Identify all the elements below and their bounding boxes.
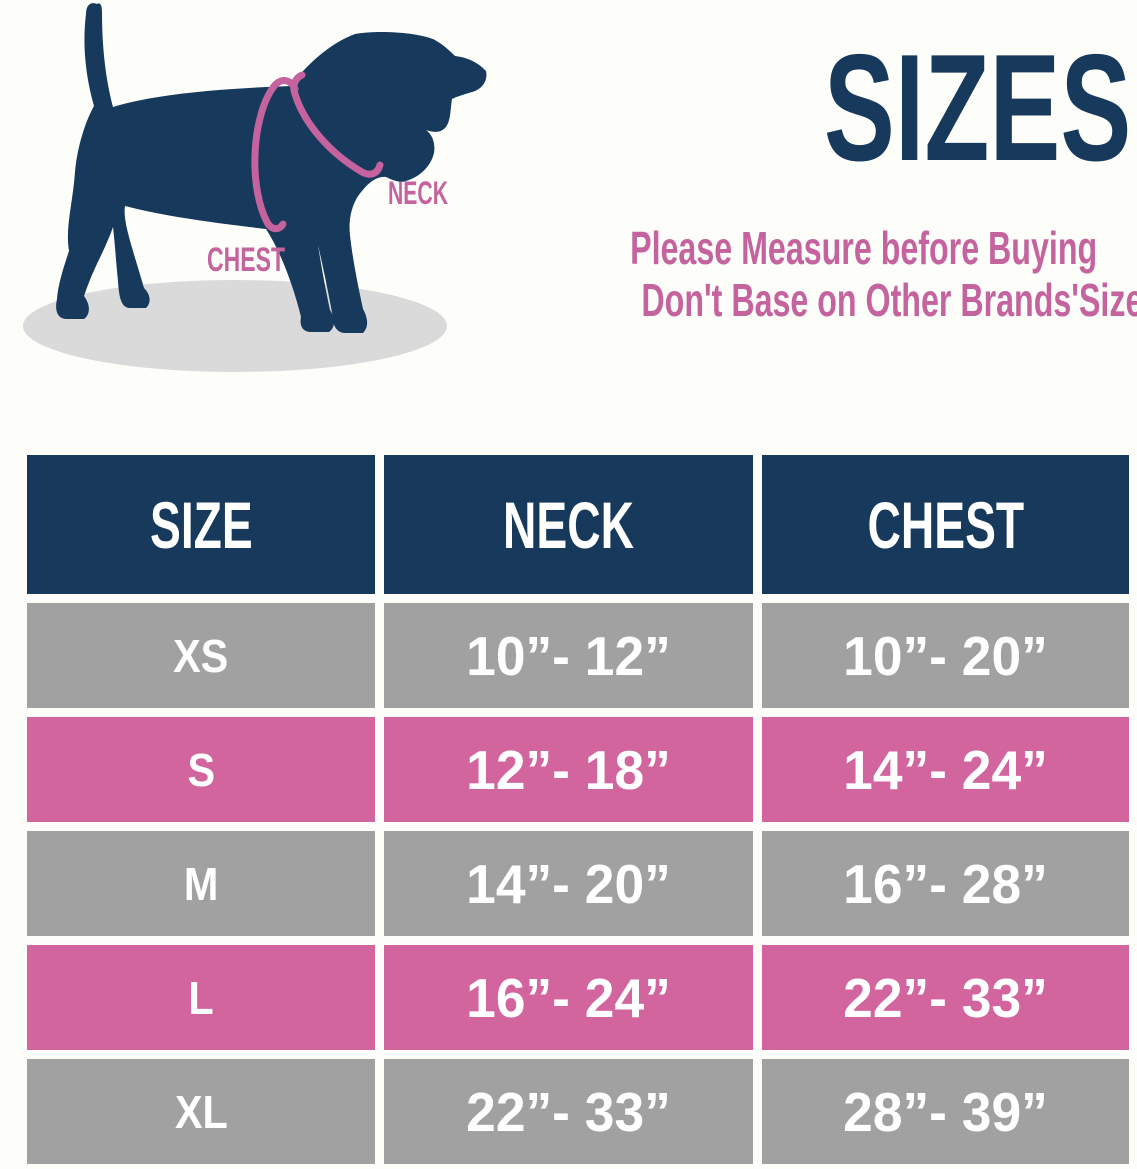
table-row-m-size: M	[27, 831, 375, 936]
page-title-text: SIZES	[823, 23, 1132, 193]
table-row-l-chest: 22”- 33”	[762, 945, 1129, 1050]
chest-strap	[251, 77, 299, 233]
table-row-s-size: S	[27, 717, 375, 822]
subtitle: Please Measure before Buying Don't Base …	[530, 222, 1137, 326]
ground-shadow-ellipse	[23, 280, 447, 372]
subtitle-line-2: Don't Base on Other Brands'Sizes	[641, 274, 1137, 326]
neck-strap	[290, 71, 384, 178]
table-row-m-neck: 14”- 20”	[384, 831, 753, 936]
chest-measure-label: CHEST	[207, 241, 285, 279]
neck-value: 14”- 20”	[466, 852, 671, 915]
header-cell-size: SIZE	[27, 455, 375, 594]
table-row-l-size: L	[27, 945, 375, 1050]
header-cell-size-label: SIZE	[149, 487, 253, 562]
size-value: XS	[173, 629, 229, 682]
neck-measure-label: NECK	[388, 175, 448, 211]
table-row-xl-size: XL	[27, 1059, 375, 1164]
size-value: M	[183, 857, 219, 910]
chest-value: 28”- 39”	[843, 1080, 1048, 1143]
neck-value: 10”- 12”	[466, 624, 671, 687]
table-row-xl-chest: 28”- 39”	[762, 1059, 1129, 1164]
header-cell-chest-label: CHEST	[867, 487, 1024, 562]
neck-value: 22”- 33”	[466, 1080, 671, 1143]
dog-silhouette	[56, 3, 487, 334]
table-row-s-neck: 12”- 18”	[384, 717, 753, 822]
header-cell-neck: NECK	[384, 455, 753, 594]
table-row-s-chest: 14”- 24”	[762, 717, 1129, 822]
size-value: L	[188, 971, 214, 1024]
size-value: S	[187, 743, 215, 796]
chest-value: 16”- 28”	[843, 852, 1048, 915]
table-row-xs-neck: 10”- 12”	[384, 603, 753, 708]
size-table: SIZE NECK CHEST XS 10”- 12” 10”- 20” S 1…	[27, 455, 1129, 1164]
dog-measurement-diagram: NECK CHEST	[0, 0, 500, 380]
table-row-m-chest: 16”- 28”	[762, 831, 1129, 936]
size-value: XL	[174, 1085, 228, 1138]
chest-value: 10”- 20”	[843, 624, 1048, 687]
dog-illustration: NECK CHEST	[23, 3, 487, 372]
table-row-l-neck: 16”- 24”	[384, 945, 753, 1050]
neck-value: 16”- 24”	[466, 966, 671, 1029]
subtitle-line-1: Please Measure before Buying	[630, 222, 1098, 274]
header-cell-chest: CHEST	[762, 455, 1129, 594]
chest-value: 14”- 24”	[843, 738, 1048, 801]
page-title: SIZES	[758, 26, 1137, 191]
chest-value: 22”- 33”	[843, 966, 1048, 1029]
header-cell-neck-label: NECK	[503, 487, 634, 562]
neck-value: 12”- 18”	[466, 738, 671, 801]
table-row-xs-size: XS	[27, 603, 375, 708]
table-row-xl-neck: 22”- 33”	[384, 1059, 753, 1164]
table-row-xs-chest: 10”- 20”	[762, 603, 1129, 708]
